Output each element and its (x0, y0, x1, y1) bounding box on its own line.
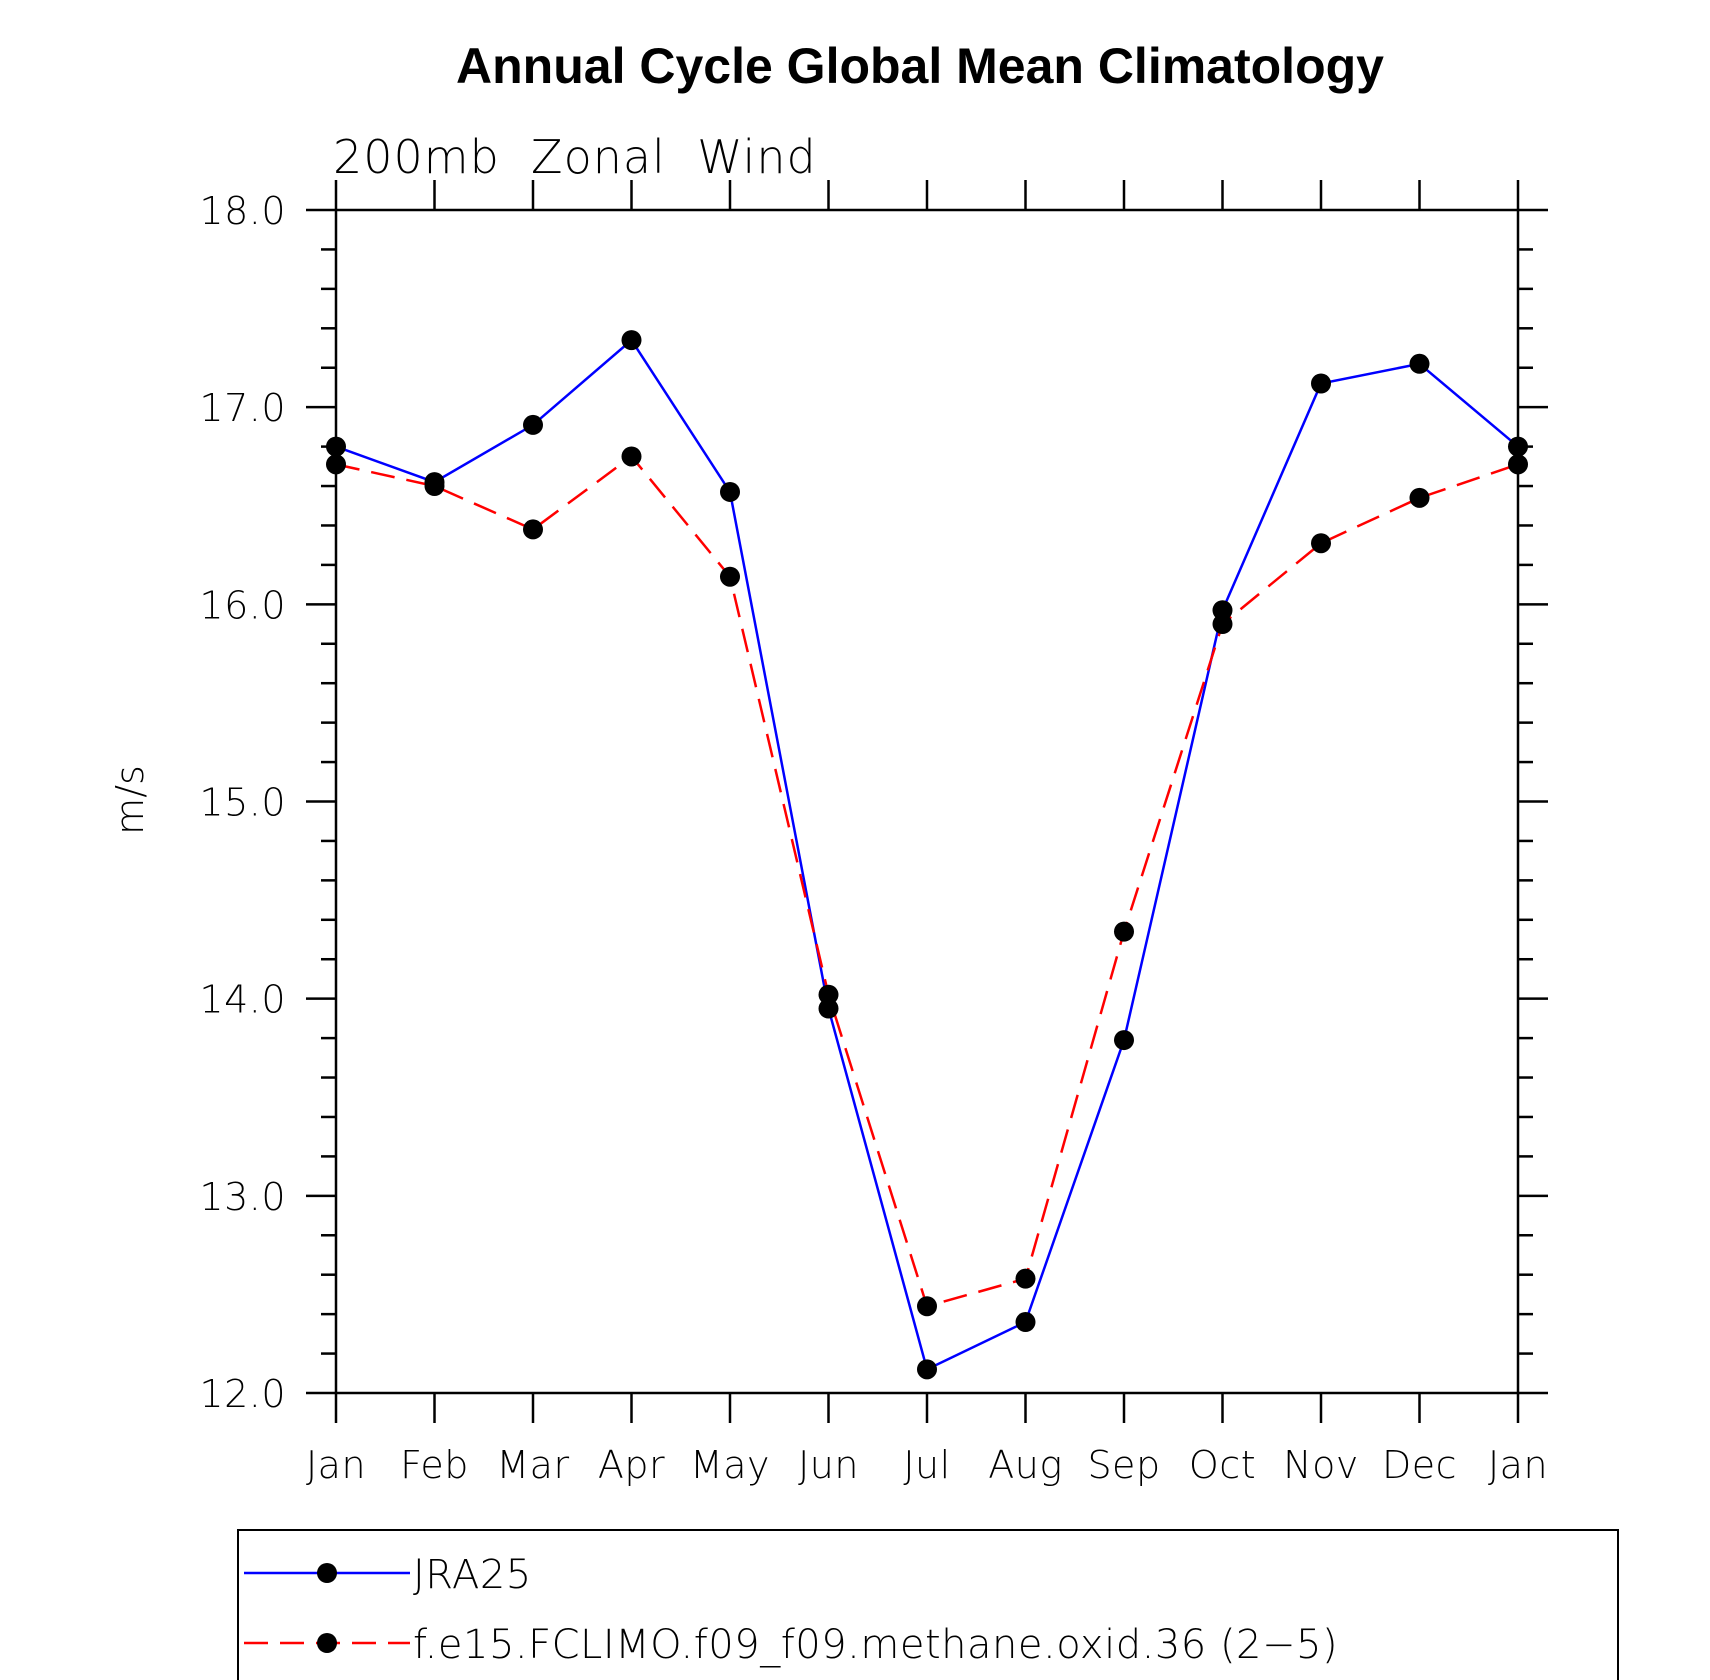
legend-item: JRA25 (244, 1552, 532, 1598)
series-line (335, 454, 1519, 1308)
legend-box (237, 1529, 1619, 1680)
legend-item: f.e15.FCLIMO.f09_f09.methane.oxid.36 (2−… (244, 1622, 1338, 1668)
x-tick-label: May (690, 1443, 770, 1487)
plot-border (334, 208, 1520, 1395)
data-point (1311, 373, 1331, 394)
data-point (1212, 614, 1233, 635)
legend-label: JRA25 (413, 1552, 532, 1598)
x-tick-label: Jan (306, 1443, 366, 1487)
data-point (720, 481, 740, 502)
x-tick-label: Dec (1382, 1443, 1457, 1487)
data-point (1508, 454, 1528, 475)
x-tick-label: Apr (598, 1443, 665, 1487)
data-point (1114, 1030, 1134, 1051)
y-tick-label: 17.0 (199, 386, 286, 430)
y-tick-label: 16.0 (199, 583, 286, 627)
x-tick-label: Oct (1189, 1443, 1256, 1487)
y-tick-label: 18.0 (199, 189, 286, 233)
x-tick-label: Sep (1087, 1443, 1160, 1487)
y-tick-label: 15.0 (199, 781, 286, 825)
y-tick-label: 12.0 (199, 1372, 286, 1416)
data-point (917, 1359, 937, 1380)
data-series (326, 330, 1528, 1380)
series-2 (335, 454, 1519, 1308)
data-point (1212, 600, 1233, 621)
y-tick-label: 13.0 (199, 1175, 286, 1219)
plot-area (334, 208, 1520, 1395)
data-point (326, 454, 346, 475)
series-2-markers (326, 446, 1528, 1317)
series-1 (335, 338, 1519, 1372)
legend-label: f.e15.FCLIMO.f09_f09.methane.oxid.36 (2−… (413, 1622, 1338, 1668)
data-point (1015, 1312, 1036, 1333)
x-tick-label: Mar (496, 1443, 569, 1487)
data-point (917, 1296, 937, 1317)
x-tick-label: Aug (988, 1443, 1062, 1487)
data-point (818, 998, 839, 1019)
data-point (1409, 487, 1430, 508)
data-point (424, 476, 445, 497)
y-tick-label: 14.0 (199, 978, 286, 1022)
chart-subtitle: 200mb Zonal Wind (333, 130, 817, 184)
series-1-markers (326, 330, 1528, 1380)
x-tick-label: Feb (400, 1443, 469, 1487)
data-point (523, 414, 543, 435)
data-point (1114, 921, 1134, 942)
data-point (326, 436, 346, 457)
legend: JRA25 f.e15.FCLIMO.f09_f09.methane.oxid.3… (237, 1529, 1619, 1680)
x-tick-label: Jan (1488, 1443, 1548, 1487)
series-line (335, 338, 1519, 1372)
legend-marker (317, 1633, 337, 1653)
x-tick-label: Jun (798, 1443, 859, 1487)
data-point (523, 519, 543, 540)
legend-marker (317, 1563, 337, 1583)
data-point (621, 446, 642, 467)
data-point (1409, 353, 1430, 374)
x-tick-label: Jul (903, 1443, 950, 1487)
data-point (621, 330, 642, 351)
data-point (1015, 1268, 1036, 1289)
data-point (720, 566, 740, 587)
axis-ticks: Jan Feb Mar Apr May Jun Jul Aug Sep Oct Nov Dec Jan 1… (199, 180, 1548, 1487)
y-axis-label: m/s (108, 765, 152, 835)
data-point (1311, 533, 1331, 554)
data-point (1508, 436, 1528, 457)
x-tick-label: Nov (1283, 1443, 1359, 1487)
data-point (818, 984, 839, 1005)
chart-title: Annual Cycle Global Mean Climatology (456, 38, 1384, 94)
